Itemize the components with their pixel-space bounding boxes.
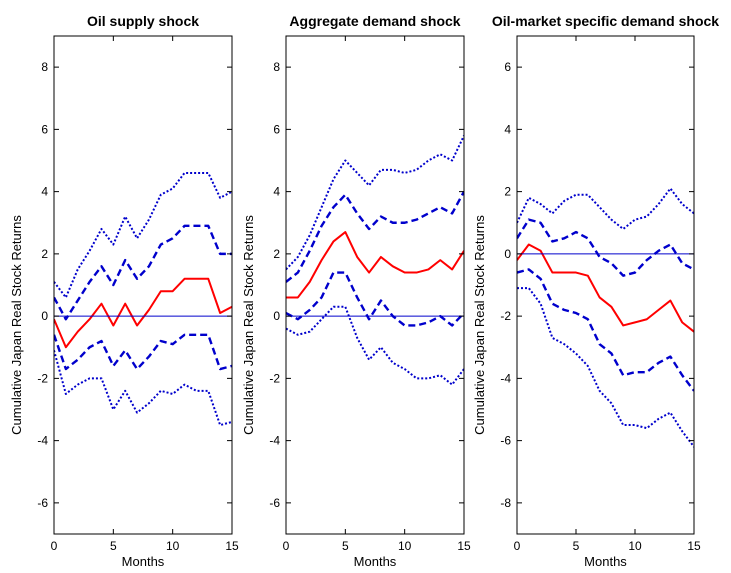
y-tick-label: 2 [41, 247, 48, 261]
y-tick-label: -2 [269, 371, 280, 385]
series-lower-inner [286, 271, 464, 327]
y-tick-label: -6 [269, 496, 280, 510]
y-tick-label: 2 [273, 247, 280, 261]
y-tick-label: 4 [41, 185, 48, 199]
y-tick-label: 6 [41, 122, 48, 136]
series-group [54, 171, 232, 427]
series-upper-outer [286, 135, 464, 271]
series-group [286, 135, 464, 386]
x-tick-label: 5 [110, 539, 117, 553]
y-tick-label: -4 [37, 434, 48, 448]
y-tick-label: 0 [41, 309, 48, 323]
series-lower-outer [54, 350, 232, 427]
x-tick-label: 10 [166, 539, 180, 553]
series-lower-inner [517, 268, 694, 392]
series-point-estimate [286, 231, 464, 299]
y-tick-label: -6 [500, 434, 511, 448]
series-upper-inner [54, 224, 232, 321]
x-tick-label: 5 [573, 539, 580, 553]
x-tick-label: 0 [51, 539, 58, 553]
series-lower-inner [54, 333, 232, 371]
axes-box [516, 35, 695, 535]
y-tick-label: -2 [37, 371, 48, 385]
y-tick-label: 8 [273, 60, 280, 74]
panel-title: Oil-market specific demand shock [492, 13, 719, 29]
panel-oil-market-specific-demand-shock: Oil-market specific demand shock -8 -6 -4 -2… [472, 13, 719, 569]
x-tick-label: 5 [342, 539, 349, 553]
series-upper-outer [54, 171, 232, 299]
panel-title: Aggregate demand shock [289, 13, 460, 29]
x-tick-label: 15 [457, 539, 471, 553]
y-tick-label: -8 [500, 496, 511, 510]
series-group [517, 187, 694, 448]
y-axis-label: Cumulative Japan Real Stock Returns [241, 215, 256, 435]
x-axis-label: Months [354, 554, 397, 569]
y-tick-label: 4 [273, 185, 280, 199]
x-axis-label: Months [122, 554, 165, 569]
y-tick-label: 4 [504, 122, 511, 136]
series-upper-outer [517, 187, 694, 230]
series-lower-outer [517, 287, 694, 448]
series-point-estimate [54, 277, 232, 349]
x-tick-label: 10 [398, 539, 412, 553]
y-tick-label: 0 [504, 247, 511, 261]
x-tick-label: 0 [283, 539, 290, 553]
x-tick-label: 15 [225, 539, 239, 553]
y-tick-label: -4 [500, 371, 511, 385]
y-tick-label: 0 [273, 309, 280, 323]
panel-title: Oil supply shock [87, 13, 199, 29]
series-upper-inner [517, 218, 694, 277]
panel-aggregate-demand-shock: Aggregate demand shock -6 -4 -2 0 2 4 6 8 0 5 10 15 M… [241, 13, 471, 569]
axes-box [285, 35, 465, 535]
x-tick-label: 15 [687, 539, 701, 553]
series-point-estimate [517, 243, 694, 333]
x-tick-label: 10 [628, 539, 642, 553]
y-tick-label: 6 [504, 60, 511, 74]
axes-box [53, 35, 233, 535]
y-axis-label: Cumulative Japan Real Stock Returns [9, 215, 24, 435]
y-tick-label: 8 [41, 60, 48, 74]
y-tick-label: 2 [504, 185, 511, 199]
y-tick-label: -4 [269, 434, 280, 448]
y-tick-label: -6 [37, 496, 48, 510]
panel-oil-supply-shock: Oil supply shock -6 -4 -2 0 2 4 6 8 0 5 10 15 Months C… [9, 13, 239, 569]
y-tick-label: 6 [273, 122, 280, 136]
x-tick-label: 0 [514, 539, 521, 553]
series-upper-inner [286, 191, 464, 283]
y-tick-label: -2 [500, 309, 511, 323]
series-lower-outer [286, 305, 464, 386]
y-axis-label: Cumulative Japan Real Stock Returns [472, 215, 487, 435]
x-axis-label: Months [584, 554, 627, 569]
